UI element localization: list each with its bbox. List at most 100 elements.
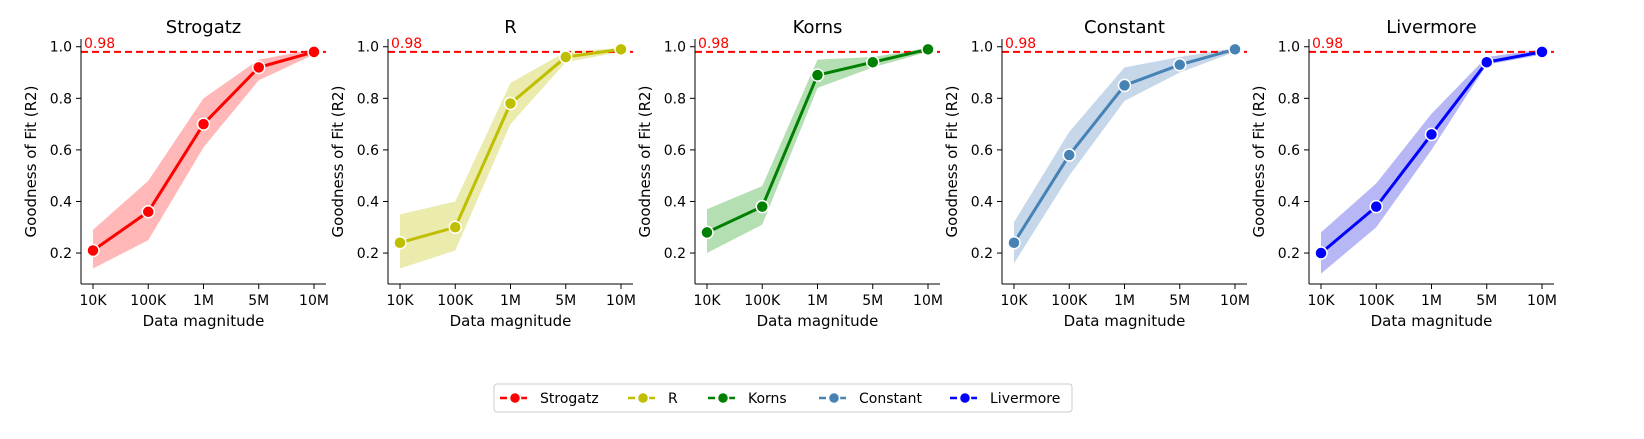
x-tick-label: 100K bbox=[744, 293, 781, 309]
reference-line-label: 0.98 bbox=[1005, 36, 1036, 52]
data-point bbox=[86, 243, 100, 258]
data-point bbox=[1535, 45, 1549, 59]
legend-marker bbox=[827, 391, 841, 405]
y-axis-label: Goodness of Fit (R2) bbox=[329, 86, 347, 238]
reference-line-label: 0.98 bbox=[84, 36, 115, 52]
y-tick-label: 1.0 bbox=[1278, 40, 1300, 56]
legend-marker bbox=[958, 391, 972, 405]
y-axis-label: Goodness of Fit (R2) bbox=[1250, 86, 1268, 238]
y-tick-label: 0.8 bbox=[357, 91, 379, 107]
x-tick-label: 5M bbox=[555, 293, 576, 309]
data-point bbox=[448, 220, 462, 235]
panel-title: Livermore bbox=[1386, 17, 1476, 38]
x-tick-label: 100K bbox=[1051, 293, 1088, 309]
y-tick-label: 1.0 bbox=[357, 40, 379, 56]
data-point bbox=[1007, 235, 1021, 250]
y-axis-label: Goodness of Fit (R2) bbox=[636, 86, 654, 238]
data-point bbox=[141, 205, 155, 219]
x-axis-label: Data magnitude bbox=[757, 312, 879, 330]
data-point bbox=[559, 50, 573, 64]
data-point bbox=[307, 45, 321, 59]
legend-frame bbox=[493, 383, 1073, 413]
data-point bbox=[1117, 78, 1132, 93]
x-tick-label: 100K bbox=[1358, 293, 1395, 309]
y-tick-label: 0.8 bbox=[971, 91, 993, 107]
data-point bbox=[1228, 42, 1242, 57]
x-tick-label: 10K bbox=[80, 293, 108, 309]
data-point bbox=[810, 68, 825, 82]
y-tick-label: 0.4 bbox=[664, 194, 686, 210]
x-tick-label: 10K bbox=[694, 293, 722, 309]
x-tick-label: 1M bbox=[1421, 293, 1442, 309]
data-point bbox=[1314, 246, 1328, 260]
reference-line-label: 0.98 bbox=[391, 36, 422, 52]
panel-constant: Constant 0.98 0.2 0.4 0.6 0.8 1.0 10K 100K 1M 5M 10… bbox=[943, 17, 1250, 330]
data-point bbox=[1173, 58, 1187, 72]
y-tick-label: 0.4 bbox=[971, 194, 993, 210]
x-axis-label: Data magnitude bbox=[450, 312, 572, 330]
x-axis-label: Data magnitude bbox=[1064, 312, 1186, 330]
confidence-band bbox=[93, 49, 314, 269]
y-tick-label: 0.6 bbox=[50, 143, 72, 159]
data-point bbox=[1062, 148, 1076, 162]
x-tick-label: 10M bbox=[1220, 293, 1250, 309]
y-tick-label: 1.0 bbox=[50, 40, 72, 56]
y-tick-label: 0.6 bbox=[971, 143, 993, 159]
y-tick-label: 1.0 bbox=[971, 40, 993, 56]
y-axis-label: Goodness of Fit (R2) bbox=[22, 86, 40, 238]
data-point bbox=[252, 60, 266, 75]
x-tick-label: 1M bbox=[1114, 293, 1135, 309]
data-point bbox=[1424, 127, 1439, 142]
y-tick-label: 0.8 bbox=[1278, 91, 1300, 107]
x-tick-label: 1M bbox=[500, 293, 521, 309]
x-axis-label: Data magnitude bbox=[1371, 312, 1493, 330]
y-tick-label: 0.4 bbox=[50, 194, 72, 210]
legend-marker bbox=[716, 391, 730, 405]
legend-marker bbox=[508, 391, 522, 405]
y-tick-label: 0.4 bbox=[357, 194, 379, 210]
legend-label: Strogatz bbox=[540, 391, 599, 407]
y-tick-label: 0.2 bbox=[664, 246, 686, 262]
x-tick-label: 5M bbox=[1476, 293, 1497, 309]
y-tick-label: 0.8 bbox=[664, 91, 686, 107]
panel-livermore: Livermore 0.98 0.2 0.4 0.6 0.8 1.0 10K 100K 1M 5M 1… bbox=[1250, 17, 1557, 330]
y-tick-label: 0.2 bbox=[357, 246, 379, 262]
panel-title: R bbox=[504, 17, 517, 38]
legend-label: Livermore bbox=[990, 391, 1060, 407]
y-tick-label: 0.6 bbox=[357, 143, 379, 159]
x-tick-label: 10M bbox=[606, 293, 636, 309]
data-point bbox=[921, 42, 935, 57]
data-point bbox=[866, 55, 880, 69]
y-tick-label: 0.2 bbox=[971, 246, 993, 262]
y-axis-label: Goodness of Fit (R2) bbox=[943, 86, 961, 238]
data-point bbox=[393, 235, 407, 250]
data-point bbox=[755, 199, 769, 214]
y-tick-label: 0.8 bbox=[50, 91, 72, 107]
legend-entry-korns: Korns bbox=[708, 391, 787, 407]
x-tick-label: 1M bbox=[193, 293, 214, 309]
data-point bbox=[503, 96, 518, 111]
y-tick-label: 0.4 bbox=[1278, 194, 1300, 210]
x-tick-label: 5M bbox=[1169, 293, 1190, 309]
x-tick-label: 100K bbox=[130, 293, 167, 309]
legend-entry-strogatz: Strogatz bbox=[500, 391, 599, 407]
x-tick-label: 100K bbox=[437, 293, 474, 309]
legend-entry-r: R bbox=[628, 391, 678, 407]
reference-line-label: 0.98 bbox=[698, 36, 729, 52]
data-point bbox=[1369, 199, 1383, 214]
x-tick-label: 10M bbox=[913, 293, 943, 309]
data-point bbox=[614, 42, 628, 57]
legend-entry-livermore: Livermore bbox=[950, 391, 1060, 407]
confidence-band bbox=[400, 48, 621, 269]
panel-r: R 0.98 0.2 0.4 0.6 0.8 1.0 10K 100K 1M 5M 10M Data m… bbox=[329, 17, 636, 330]
panel-title: Korns bbox=[793, 17, 843, 38]
legend-entry-constant: Constant bbox=[819, 391, 922, 407]
legend-label: Constant bbox=[859, 391, 922, 407]
panel-title: Strogatz bbox=[166, 17, 241, 38]
data-point bbox=[196, 117, 211, 131]
panel-korns: Korns 0.98 0.2 0.4 0.6 0.8 1.0 10K 100K 1M 5M 10M Da… bbox=[636, 17, 943, 330]
y-tick-label: 0.2 bbox=[1278, 246, 1300, 262]
x-tick-label: 5M bbox=[862, 293, 883, 309]
x-tick-label: 10K bbox=[387, 293, 415, 309]
